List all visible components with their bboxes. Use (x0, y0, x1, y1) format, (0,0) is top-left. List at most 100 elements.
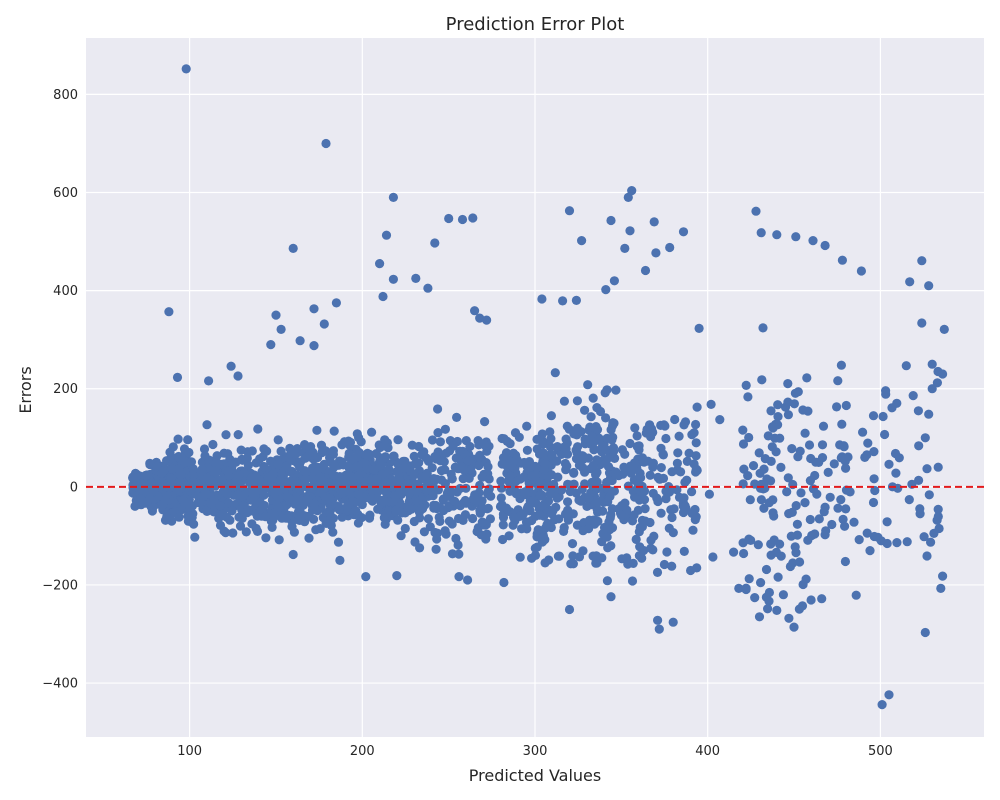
data-point (301, 474, 311, 484)
data-point (933, 462, 943, 472)
data-point (453, 513, 464, 524)
data-point (915, 504, 925, 514)
data-point (202, 420, 212, 430)
data-point (340, 477, 350, 487)
data-point (580, 434, 590, 444)
data-point (377, 469, 387, 479)
data-point (649, 217, 659, 227)
data-point (425, 522, 435, 532)
data-point (603, 543, 613, 553)
data-point (778, 590, 789, 600)
data-point (223, 467, 233, 477)
data-point (361, 572, 371, 582)
data-point (538, 448, 549, 458)
data-point (510, 428, 521, 438)
data-point (706, 399, 716, 409)
data-point (670, 414, 680, 425)
data-point (653, 615, 663, 625)
data-point (242, 453, 252, 463)
data-point (367, 427, 377, 437)
data-point (428, 491, 438, 501)
data-point (664, 523, 674, 533)
data-point (838, 514, 848, 525)
data-point (837, 419, 847, 429)
data-point (773, 572, 783, 582)
data-point (215, 501, 225, 511)
data-point (632, 431, 642, 441)
data-point (673, 448, 683, 458)
data-point (233, 430, 243, 440)
data-point (933, 504, 943, 514)
data-point (634, 441, 644, 451)
data-point (333, 537, 344, 547)
data-point (639, 457, 649, 467)
data-point (759, 464, 769, 474)
data-point (243, 460, 253, 470)
data-point (814, 514, 824, 524)
data-point (893, 483, 903, 493)
data-point (576, 496, 586, 506)
data-point (803, 535, 813, 545)
data-point (606, 215, 616, 226)
data-point (564, 604, 575, 615)
data-point (878, 411, 888, 422)
data-point (836, 360, 847, 370)
data-point (530, 461, 540, 471)
data-point (760, 483, 770, 493)
data-point (757, 375, 767, 385)
y-tick-label: 0 (70, 480, 78, 495)
data-point (158, 467, 168, 477)
data-point (746, 535, 756, 546)
data-point (377, 497, 387, 507)
data-point (924, 281, 934, 291)
data-point (221, 528, 231, 538)
data-point (204, 376, 214, 386)
data-point (592, 558, 602, 568)
data-point (577, 236, 587, 246)
data-point (691, 464, 701, 474)
data-point (640, 265, 651, 276)
data-point (562, 421, 572, 431)
data-point (586, 412, 596, 422)
data-point (228, 528, 238, 538)
data-point (168, 464, 178, 474)
data-point (754, 612, 765, 622)
data-point (319, 319, 329, 329)
data-point (190, 532, 200, 542)
data-point (564, 206, 575, 216)
data-point (538, 532, 549, 542)
data-point (483, 462, 493, 472)
data-point (260, 511, 270, 522)
data-point (587, 477, 597, 487)
data-point (560, 509, 571, 519)
data-point (843, 452, 853, 462)
data-point (625, 438, 635, 449)
data-point (226, 361, 236, 371)
data-point (498, 512, 509, 523)
data-point (475, 480, 485, 490)
data-point (286, 455, 296, 465)
data-point (215, 520, 226, 531)
data-point (631, 534, 641, 545)
data-point (447, 474, 457, 484)
data-point (569, 429, 579, 439)
data-point (582, 501, 592, 511)
data-point (233, 371, 243, 381)
data-point (682, 456, 692, 466)
data-point (825, 492, 835, 502)
data-point (926, 537, 936, 547)
data-point (679, 420, 689, 430)
data-point (783, 410, 794, 420)
data-point (892, 398, 902, 408)
data-point (416, 503, 427, 513)
data-point (477, 472, 487, 482)
data-point (505, 439, 515, 449)
data-point (145, 493, 155, 504)
data-point (522, 445, 533, 455)
data-point (512, 455, 522, 465)
x-tick-label: 100 (177, 744, 202, 759)
data-point (791, 501, 801, 511)
data-point (411, 273, 421, 283)
data-point (530, 543, 540, 553)
data-point (798, 579, 808, 590)
